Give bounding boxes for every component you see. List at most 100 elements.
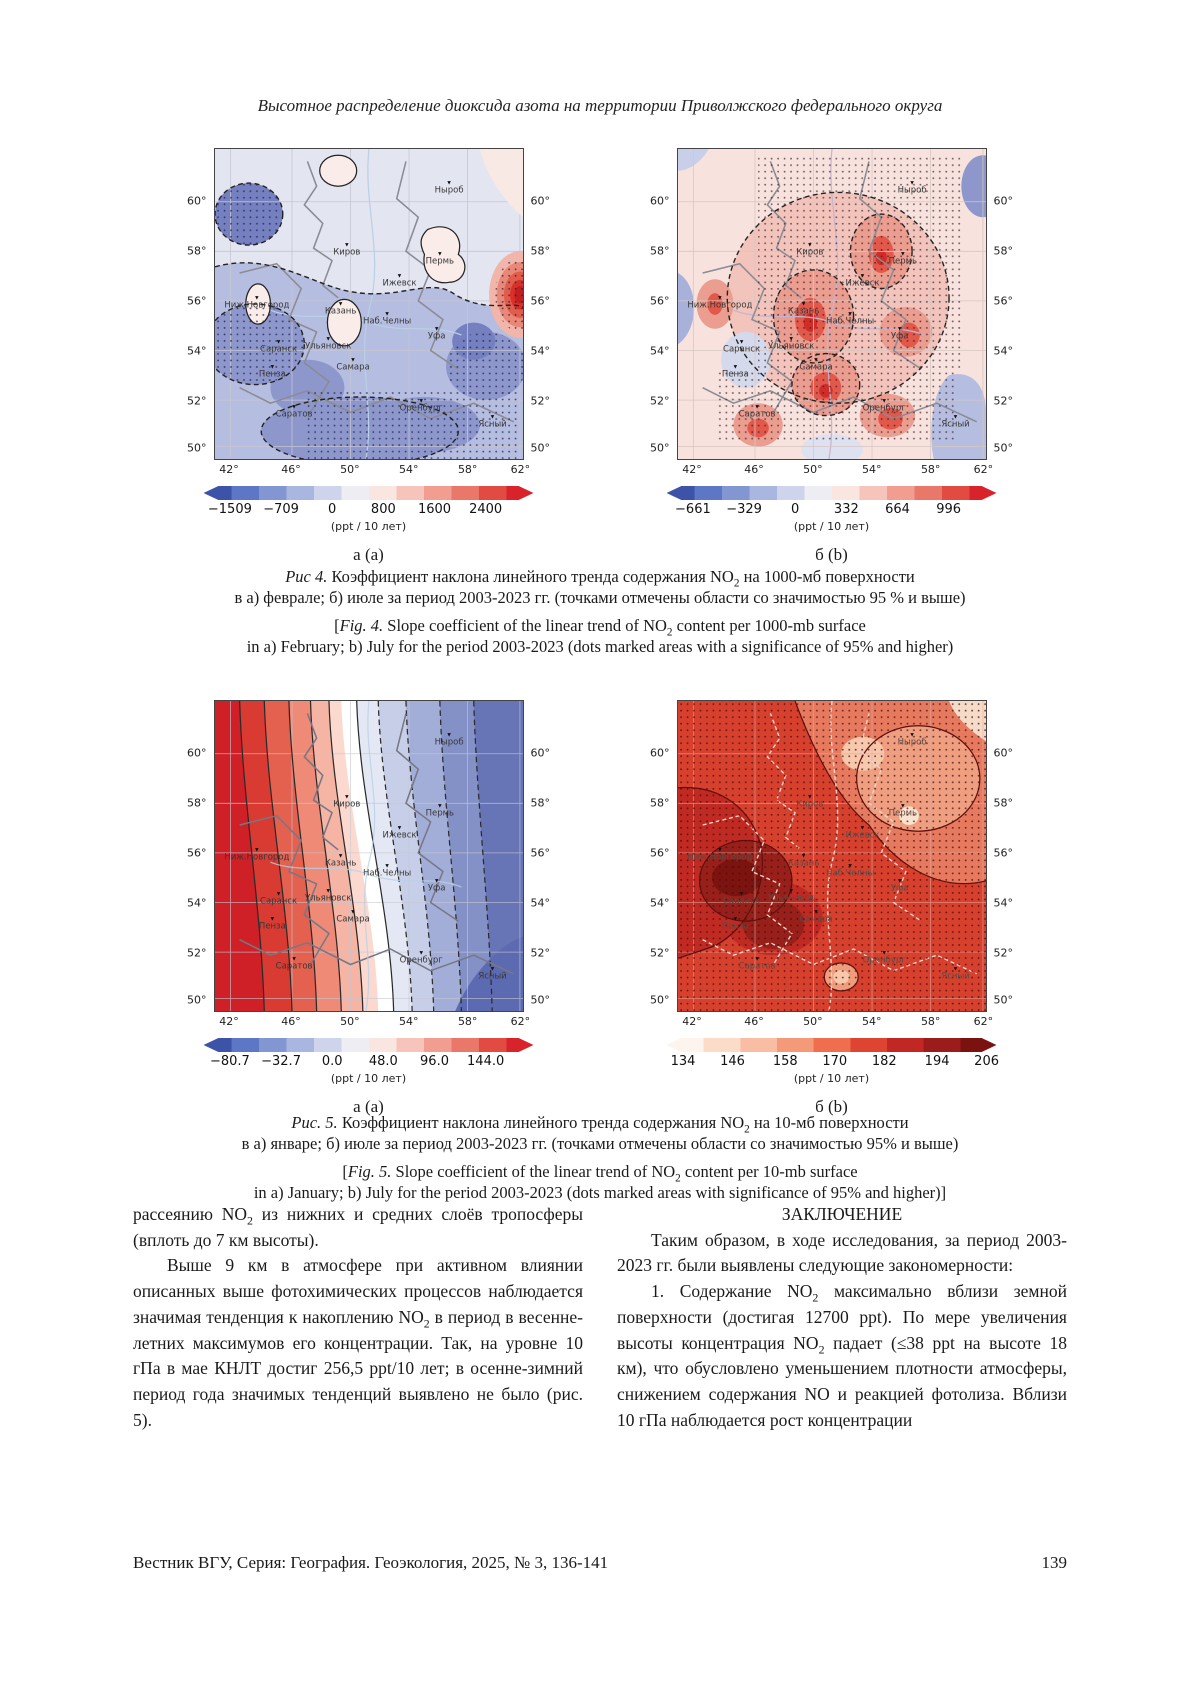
lon-tick: 54° xyxy=(862,463,882,476)
lat-tick: 60° xyxy=(650,746,670,760)
lon-tick: 50° xyxy=(340,463,360,476)
map-figure-5a: ▼ Ныроб ▼ Киров ▼ Пермь ▼ Ижевск ▼ Ниж.Новгород ▼ К… xyxy=(187,700,550,1028)
lon-tick: 58° xyxy=(920,463,941,476)
figure-5-row: ▼ Ныроб ▼ Киров ▼ Пермь ▼ Ижевск ▼ Ниж.Новгород ▼ К… xyxy=(0,700,1200,1117)
map-figure-5b: ▼ Ныроб ▼ Киров ▼ Пермь ▼ Ижевск ▼ Ниж.Новгород ▼ К… xyxy=(650,700,1013,1028)
lon-tick: 58° xyxy=(457,463,478,476)
colorbar-tick: 194 xyxy=(924,1054,950,1069)
colorbar-gradient xyxy=(666,486,997,500)
lon-tick: 58° xyxy=(457,1015,478,1028)
lat-tick: 58° xyxy=(530,244,551,258)
figure-4b-panel: ▼ Ныроб ▼ Киров ▼ Пермь ▼ Ижевск ▼ Ниж.Новгород ▼ К… xyxy=(650,148,1013,565)
colorbar-tick: −661 xyxy=(675,502,711,517)
panel-label-a: а (a) xyxy=(353,1097,384,1116)
map-art-fig5a xyxy=(213,700,524,1012)
lat-tick: 54° xyxy=(993,896,1014,910)
caption-ru-line2: в а) январе; б) июле за период 2003-2023… xyxy=(241,1134,959,1153)
paragraph: 1. Содержание NO2 максимально вблизи зем… xyxy=(617,1281,1067,1430)
colorbar-tick: 146 xyxy=(720,1054,745,1069)
lon-tick: 46° xyxy=(744,463,764,476)
colorbar-tick: −1509 xyxy=(207,502,252,517)
lat-tick: 60° xyxy=(530,194,551,208)
lat-tick: 54° xyxy=(993,344,1014,358)
colorbar-unit: (ppt / 10 лет) xyxy=(793,1072,870,1085)
lon-axis: 42° 46° 50° 54° 58° 62° xyxy=(214,1015,530,1031)
lat-tick: 52° xyxy=(650,394,670,408)
lat-tick: 56° xyxy=(530,294,551,308)
lat-tick: 52° xyxy=(530,394,551,408)
caption-en-line2: in a) February; b) July for the period 2… xyxy=(246,637,954,656)
journal-reference: Вестник ВГУ, Серия: География. Геоэколог… xyxy=(133,1553,609,1572)
lat-tick: 50° xyxy=(993,441,1014,455)
lat-tick: 52° xyxy=(993,946,1014,960)
lon-tick: 42° xyxy=(219,1015,239,1028)
figure-4a-panel: ▼ Ныроб ▼ Киров ▼ Пермь ▼ Ижевск ▼ Ниж.Новгород ▼ К… xyxy=(187,148,550,565)
lat-tick: 50° xyxy=(530,993,551,1007)
colorbar-tick: 158 xyxy=(772,1054,798,1069)
lat-tick: 54° xyxy=(530,344,551,358)
panel-label-b: б (b) xyxy=(815,1097,848,1116)
lon-tick: 62° xyxy=(973,463,994,476)
lat-tick: 54° xyxy=(187,344,207,358)
lat-tick: 56° xyxy=(993,846,1014,860)
lon-tick: 54° xyxy=(862,1015,882,1028)
lat-tick: 54° xyxy=(187,896,207,910)
lat-tick: 52° xyxy=(650,946,670,960)
colorbar-tick: 134 xyxy=(670,1054,696,1069)
lat-tick: 50° xyxy=(187,993,207,1007)
lat-tick: 54° xyxy=(530,896,551,910)
lat-axis-right: 60° 58° 56° 54° 52° 50° xyxy=(528,148,560,460)
caption-en-line1: [Fig. 5. Slope coefficient of the linear… xyxy=(342,1162,858,1185)
lat-tick: 50° xyxy=(530,441,551,455)
map-art-fig4a xyxy=(213,148,524,460)
lat-tick: 52° xyxy=(187,394,207,408)
lon-tick: 58° xyxy=(920,1015,941,1028)
lat-tick: 54° xyxy=(650,344,670,358)
lat-tick: 60° xyxy=(993,194,1014,208)
lat-axis-left: 60° 58° 56° 54° 52° 50° xyxy=(178,700,210,1012)
colorbar-tick: 0 xyxy=(328,502,337,517)
colorbar-tick: −709 xyxy=(263,502,299,517)
map-art-fig4b xyxy=(676,148,987,460)
conclusion-heading: ЗАКЛЮЧЕНИЕ xyxy=(781,1204,903,1224)
lat-tick: 58° xyxy=(993,244,1014,258)
lon-tick: 50° xyxy=(340,1015,360,1028)
figure-5a-panel: ▼ Ныроб ▼ Киров ▼ Пермь ▼ Ижевск ▼ Ниж.Новгород ▼ К… xyxy=(187,700,550,1117)
colorbar-tick: 144.0 xyxy=(467,1054,505,1069)
colorbar-tick: −32.7 xyxy=(261,1054,301,1069)
page-footer: Вестник ВГУ, Серия: География. Геоэколог… xyxy=(133,1553,1067,1573)
figure-4-caption: Рис 4. Коэффициент наклона линейного тре… xyxy=(130,566,1070,657)
lon-tick: 62° xyxy=(510,1015,531,1028)
caption-en-line2: in a) January; b) July for the period 20… xyxy=(253,1183,947,1202)
lon-tick: 42° xyxy=(219,463,239,476)
colorbar-tick: 0.0 xyxy=(321,1054,343,1069)
lon-axis: 42° 46° 50° 54° 58° 62° xyxy=(214,463,530,479)
colorbar-tick: 2400 xyxy=(469,502,503,517)
colorbar-tick: 48.0 xyxy=(368,1054,398,1069)
lat-tick: 60° xyxy=(650,194,670,208)
colorbar-tick: 996 xyxy=(936,502,962,517)
lat-tick: 54° xyxy=(650,896,670,910)
colorbar-tick: 182 xyxy=(871,1054,897,1069)
lon-tick: 42° xyxy=(682,463,702,476)
running-head: Высотное распределение диоксида азота на… xyxy=(257,96,943,115)
lat-tick: 60° xyxy=(187,194,207,208)
lat-tick: 52° xyxy=(530,946,551,960)
lat-axis-right: 60° 58° 56° 54° 52° 50° xyxy=(991,700,1023,1012)
colorbar-unit: (ppt / 10 лет) xyxy=(793,520,870,533)
caption-ru-line1: Рис 4. Коэффициент наклона линейного тре… xyxy=(285,567,915,590)
lon-tick: 46° xyxy=(281,463,301,476)
lat-axis-right: 60° 58° 56° 54° 52° 50° xyxy=(528,700,560,1012)
lon-tick: 50° xyxy=(803,463,823,476)
figure-5-caption: Рис. 5. Коэффициент наклона линейного тр… xyxy=(130,1112,1070,1203)
colorbar-fig5a: −80.7 −32.7 0.0 48.0 96.0 144.0 (ppt / 10 лет… xyxy=(203,1038,534,1085)
colorbar-gradient xyxy=(203,1038,534,1052)
lat-tick: 56° xyxy=(993,294,1014,308)
paragraph: Выше 9 км в атмосфере при активном влиян… xyxy=(133,1255,583,1430)
lat-axis-left: 60° 58° 56° 54° 52° 50° xyxy=(641,148,673,460)
lat-tick: 56° xyxy=(187,294,207,308)
colorbar-unit: (ppt / 10 лет) xyxy=(330,1072,407,1085)
colorbar-fig4a: −1509 −709 0 800 1600 2400 (ppt / 10 лет) xyxy=(203,486,534,533)
caption-en-line1: [Fig. 4. Slope coefficient of the linear… xyxy=(334,616,866,639)
